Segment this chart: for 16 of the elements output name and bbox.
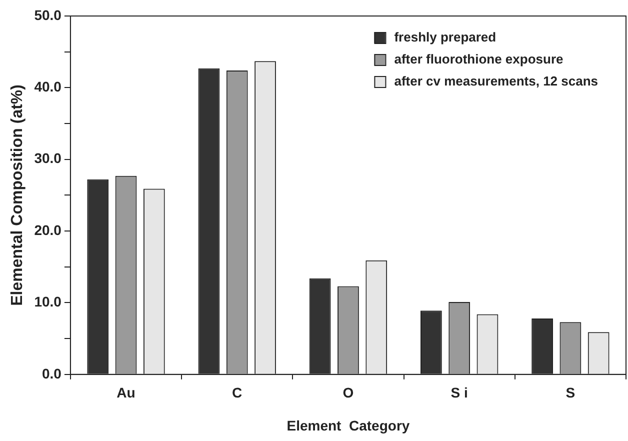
- y-tick-label: 20.0: [34, 222, 62, 238]
- x-tick-label: O: [342, 384, 354, 401]
- y-tick-label: 40.0: [34, 78, 62, 95]
- x-axis-title: Element Category: [286, 417, 410, 434]
- y-axis-title: Elemental Composition (at%): [9, 84, 26, 306]
- y-tick-label: 0.0: [42, 365, 62, 382]
- y-tick-label: 30.0: [34, 150, 62, 166]
- y-tick-label: 10.0: [34, 294, 62, 310]
- x-tick-label: S i: [450, 384, 468, 401]
- x-tick-label: Au: [116, 384, 136, 401]
- x-tick-label: S: [566, 384, 576, 401]
- x-tick-label: C: [232, 384, 242, 401]
- legend-label: after fluorothione exposure: [394, 52, 564, 67]
- legend-label: after cv measurements, 12 scans: [394, 74, 598, 89]
- y-tick-label: 50.0: [34, 6, 62, 23]
- legend-label: freshly prepared: [394, 30, 496, 45]
